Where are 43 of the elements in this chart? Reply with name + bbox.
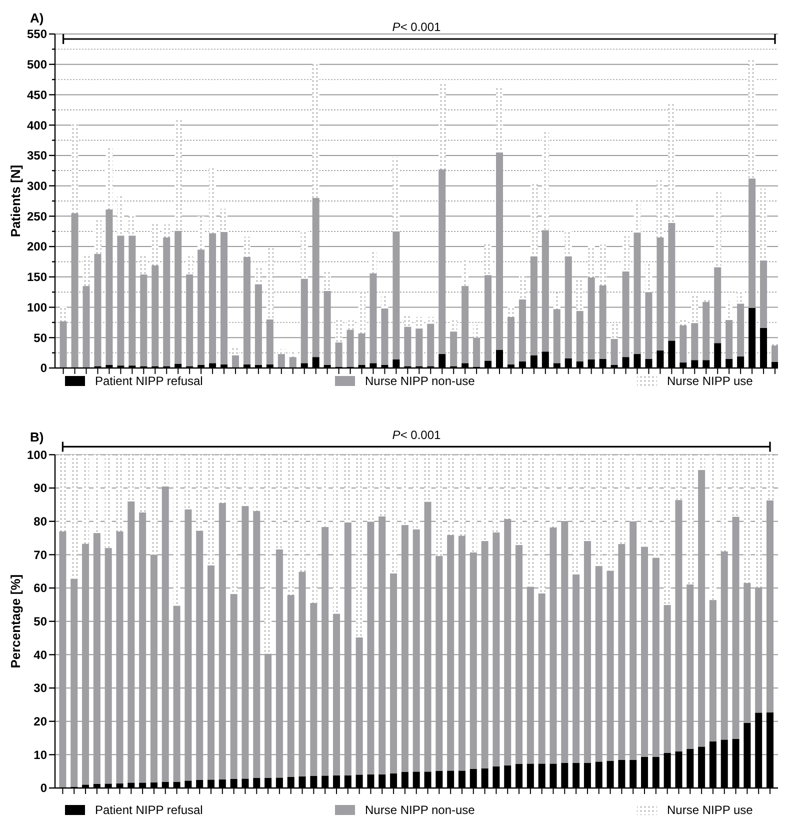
y-tick-label: 150 [26,270,48,284]
annotation: P< 0.001 [392,20,442,34]
y-tick-label: 350 [26,148,48,163]
bar [59,454,66,532]
bar [232,355,239,368]
y-tick-label: 50 [34,330,48,345]
y-tick-label: 80 [34,514,48,529]
y-tick-label: 30 [34,681,48,696]
legend-label: Nurse NIPP non-use [365,374,476,388]
chart-title: A) [30,10,44,26]
y-tick-label: 200 [26,240,48,254]
bar [289,357,296,368]
y-tick-label: 300 [26,179,48,194]
legend-label: Patient NIPP refusal [95,803,203,818]
y-tick-label: 550 [26,27,48,42]
legend-label: Nurse NIPP use [667,374,754,388]
legend-label: Nurse NIPP use [667,803,754,818]
bar [278,354,285,368]
y-tick-label: 90 [34,481,48,496]
bar [610,338,618,365]
y-tick-label: 70 [34,548,48,562]
y-tick-label: 10 [34,748,48,762]
bar [335,342,342,367]
y-tick-label: 0 [40,781,48,796]
chart-title: B) [30,430,44,445]
y-tick-label: 500 [26,58,48,72]
legend-label: Nurse NIPP non-use [365,803,476,818]
bar [702,299,710,302]
text: P< 0.001 [392,428,442,442]
y-tick-label: 50 [34,614,48,629]
y-tick-label: 0 [40,361,48,376]
y-axis-title: Patients [N] [8,164,23,238]
y-tick-label: 100 [26,300,48,314]
legend-label: Patient NIPP refusal [95,374,203,388]
y-tick-label: 40 [34,648,48,662]
y-tick-label: 450 [26,88,48,102]
y-tick-label: 250 [26,209,48,224]
y-axis-title: Percentage [%] [8,574,23,668]
bar [772,346,778,362]
y-tick-label: 100 [26,448,48,462]
y-tick-label: 60 [34,581,48,596]
y-tick-label: 400 [26,118,48,132]
y-tick-label: 20 [34,714,48,729]
